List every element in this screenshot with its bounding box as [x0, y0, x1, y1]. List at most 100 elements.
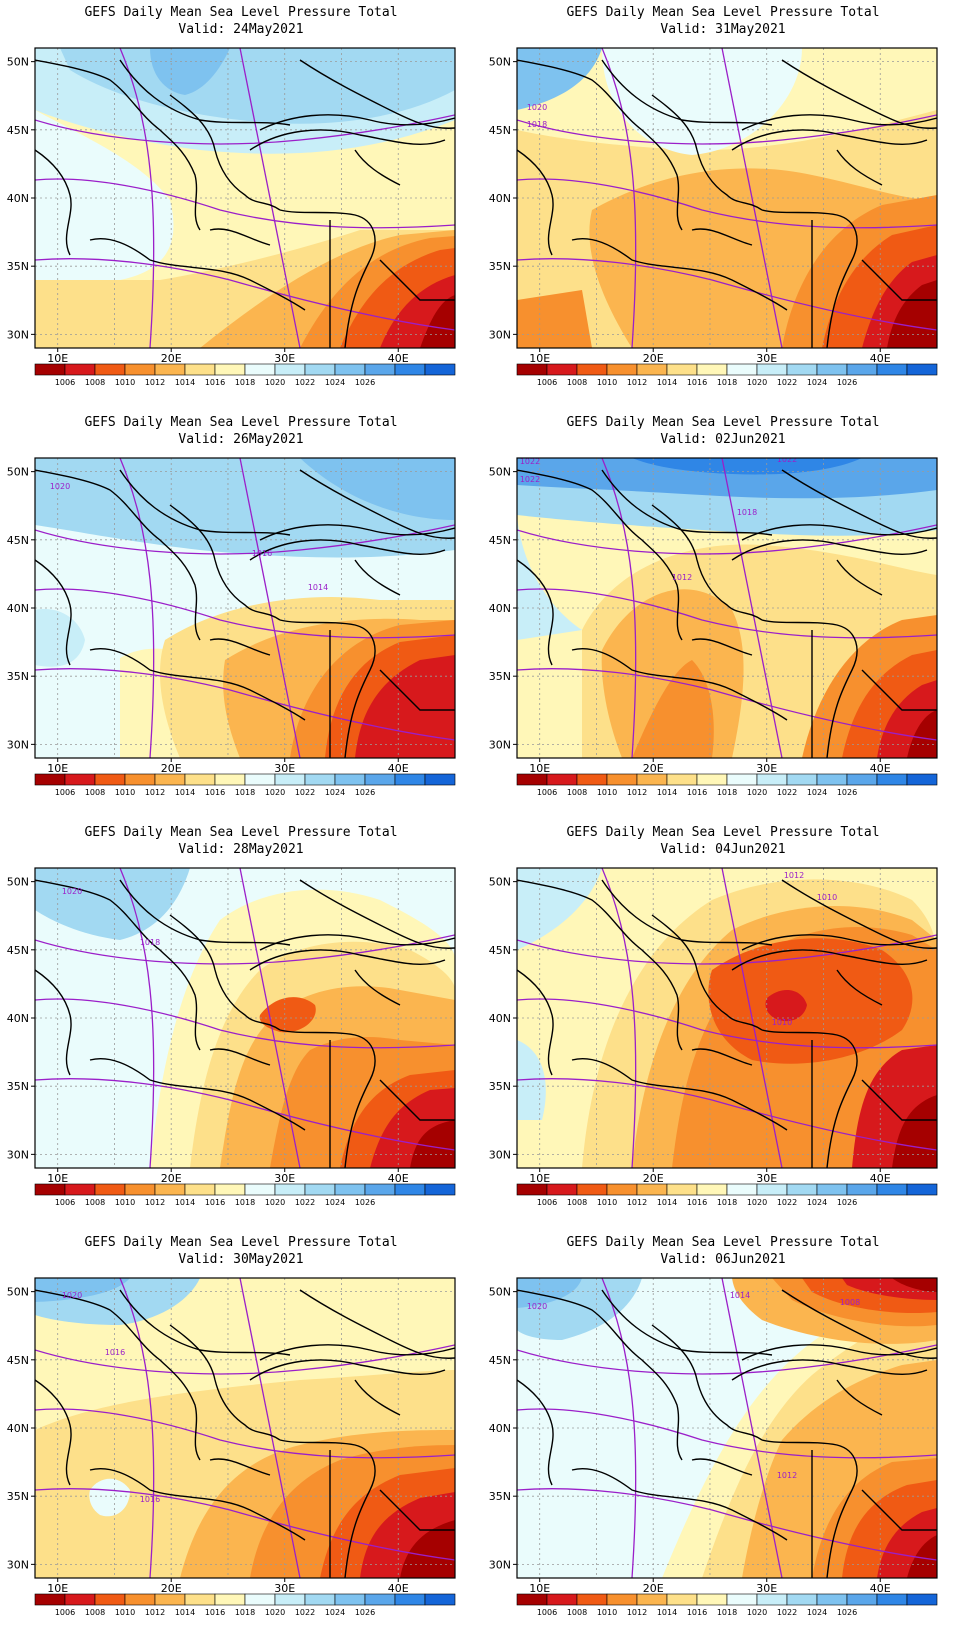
lon-tick-label: 40E — [388, 762, 409, 775]
colorbar-swatch — [334, 1183, 366, 1196]
panel-valid-date: Valid: 06Jun2021 — [660, 1252, 786, 1267]
coastline — [731, 539, 928, 561]
isobar-label: 1020 — [62, 887, 82, 896]
coastline — [89, 1058, 306, 1131]
pressure-band — [632, 458, 862, 475]
isobar-line — [239, 868, 301, 1168]
colorbar-swatch — [304, 1183, 336, 1196]
pressure-bands: 1020 1018 — [517, 48, 937, 348]
colorbar: 1006 1008 1010 1012 1014 1016 1018 1020 1022 1024… — [34, 363, 456, 387]
colorbar-swatch — [94, 363, 126, 376]
lat-tick-label: 35N — [7, 260, 29, 273]
coastline — [379, 1489, 455, 1531]
coastline — [35, 1379, 72, 1486]
coastline — [761, 1029, 858, 1168]
lon-tick-label: 10E — [529, 1582, 550, 1595]
lat-tick-label: 30N — [7, 738, 29, 751]
coastline — [781, 1289, 937, 1359]
lat-tick-label: 40N — [7, 1422, 29, 1435]
colorbar-label: 1022 — [295, 1198, 315, 1207]
isobar-line — [517, 1078, 937, 1151]
colorbar-label: 1018 — [235, 378, 255, 387]
colorbar-label: 1022 — [777, 1198, 797, 1207]
isobar-line — [35, 668, 455, 741]
isobar-label: 1012 — [672, 573, 692, 582]
colorbar-label: 1006 — [537, 1198, 557, 1207]
map-panel: GEFS Daily Mean Sea Level Pressure Total… — [0, 820, 482, 1230]
colorbar-label: 1018 — [235, 1608, 255, 1617]
colorbar-label: 1010 — [597, 378, 617, 387]
colorbar-swatch — [184, 1593, 216, 1606]
coastline — [731, 1359, 928, 1381]
lat-tick-label: 50N — [489, 56, 511, 69]
colorbar-swatch — [364, 773, 396, 786]
coastline — [35, 1289, 201, 1461]
colorbar-swatch — [666, 1183, 698, 1196]
isobar-label: 1020 — [527, 1302, 547, 1311]
isobar-line — [239, 48, 301, 348]
colorbar-swatch — [516, 363, 548, 376]
colorbar-label: 1016 — [205, 1198, 225, 1207]
colorbar-swatch — [214, 1593, 246, 1606]
pressure-band — [907, 710, 937, 758]
colorbar-swatch — [636, 1183, 668, 1196]
coastline — [35, 969, 72, 1076]
coastline — [249, 949, 446, 971]
colorbar-label: 1024 — [325, 1198, 345, 1207]
colorbar-swatch — [274, 773, 306, 786]
coastline — [781, 469, 937, 539]
colorbar-label: 1008 — [85, 378, 105, 387]
coastline — [354, 559, 401, 596]
colorbar-swatch — [696, 1593, 728, 1606]
lat-tick-label: 30N — [489, 1148, 511, 1161]
lon-tick-label: 30E — [274, 352, 295, 365]
colorbar-swatch — [64, 773, 96, 786]
colorbar-swatch — [334, 773, 366, 786]
colorbar-swatch — [516, 773, 548, 786]
coastline — [209, 228, 271, 246]
coastline — [861, 1079, 937, 1121]
colorbar-label: 1026 — [837, 1608, 857, 1617]
colorbar-label: 1006 — [55, 1608, 75, 1617]
lat-tick-label: 30N — [489, 328, 511, 341]
lon-tick-label: 30E — [274, 762, 295, 775]
lon-tick-label: 20E — [161, 1582, 182, 1595]
pressure-bands: 1020 1018 — [35, 868, 455, 1168]
lon-tick-label: 20E — [161, 352, 182, 365]
colorbar-label: 1026 — [355, 1198, 375, 1207]
coastline — [209, 638, 271, 656]
isobar-label: 1014 — [784, 856, 804, 865]
pressure-band — [632, 660, 714, 758]
colorbar-swatch — [636, 773, 668, 786]
pressure-bands — [35, 48, 455, 348]
colorbar-swatch — [756, 363, 788, 376]
colorbar-swatch — [94, 1593, 126, 1606]
isobar-line — [35, 1408, 455, 1459]
coastline — [571, 1468, 788, 1541]
colorbar-swatch — [906, 1183, 938, 1196]
coastline — [836, 559, 883, 596]
lat-tick-label: 45N — [489, 944, 511, 957]
pressure-band — [35, 110, 174, 280]
coastline — [379, 669, 455, 711]
colorbar-label: 1010 — [597, 788, 617, 797]
coastline — [731, 949, 928, 971]
panel-title: GEFS Daily Mean Sea Level Pressure Total — [84, 5, 398, 20]
isobar-line — [517, 668, 937, 741]
isobar-line — [119, 48, 155, 348]
colorbar-swatch — [876, 1183, 908, 1196]
pressure-map: 1016 1014 1012 1010 1010 50N 45N 40N 35N 30N 10E 20… — [489, 856, 938, 1207]
coastline — [279, 619, 376, 758]
colorbar-label: 1012 — [145, 1198, 165, 1207]
colorbar-swatch — [606, 773, 638, 786]
coastline — [517, 149, 554, 256]
coastline — [89, 648, 306, 721]
colorbar-swatch — [184, 363, 216, 376]
colorbar-swatch — [34, 1183, 66, 1196]
colorbar-swatch — [546, 1183, 578, 1196]
colorbar-swatch — [576, 1593, 608, 1606]
colorbar-swatch — [786, 1593, 818, 1606]
coastline — [279, 1439, 376, 1578]
lon-tick-label: 10E — [47, 1582, 68, 1595]
